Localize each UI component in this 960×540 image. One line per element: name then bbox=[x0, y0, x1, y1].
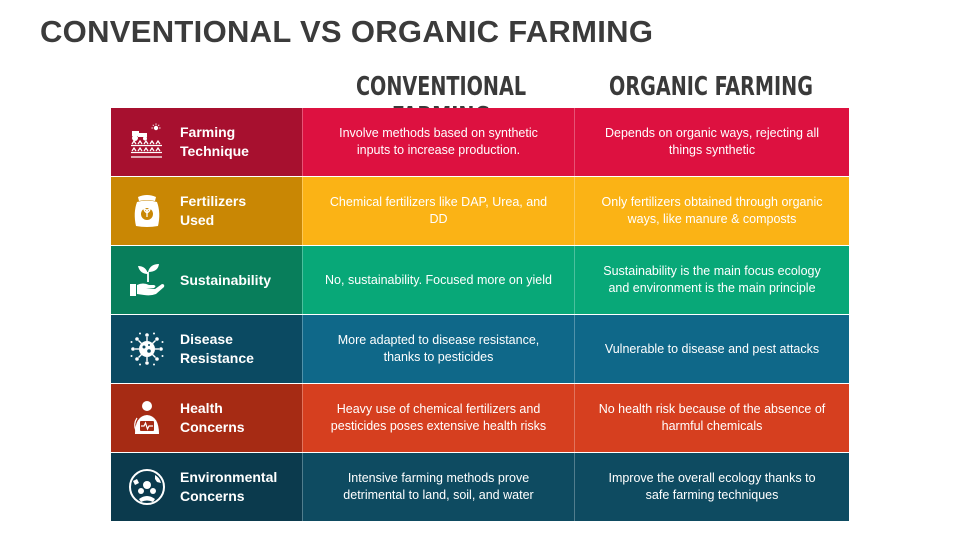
organic-cell: Depends on organic ways, rejecting all t… bbox=[574, 108, 849, 176]
conventional-cell: Involve methods based on synthetic input… bbox=[302, 108, 574, 176]
table-row: Fertilizers Used Chemical fertilizers li… bbox=[111, 177, 849, 245]
organic-cell: Sustainability is the main focus ecology… bbox=[574, 246, 849, 314]
row-label: Sustainability bbox=[180, 271, 272, 288]
organic-cell: Only fertilizers obtained through organi… bbox=[574, 177, 849, 245]
virus-icon bbox=[127, 329, 167, 369]
organic-cell: Improve the overall ecology thanks to sa… bbox=[574, 453, 849, 521]
header-conventional-farming: CONVENTIONAL FARMING bbox=[355, 72, 527, 132]
row-label: Environmental Concerns bbox=[180, 469, 278, 504]
conventional-cell: Heavy use of chemical fertilizers and pe… bbox=[302, 384, 574, 452]
conventional-cell: Chemical fertilizers like DAP, Urea, and… bbox=[302, 177, 574, 245]
hand-plant-icon bbox=[127, 260, 167, 300]
row-label: Farming Technique bbox=[180, 124, 249, 159]
globe-hands-icon bbox=[127, 467, 167, 507]
row-label: Fertilizers Used bbox=[180, 193, 247, 228]
row-label-cell: Health Concerns bbox=[111, 384, 302, 452]
table-row: Sustainability No, sustainability. Focus… bbox=[111, 246, 849, 314]
conventional-cell: Intensive farming methods prove detrimen… bbox=[302, 453, 574, 521]
row-label: Disease Resistance bbox=[180, 331, 254, 366]
organic-cell: No health risk because of the absence of… bbox=[574, 384, 849, 452]
table-row: Disease Resistance More adapted to disea… bbox=[111, 315, 849, 383]
tractor-farm-icon bbox=[127, 122, 167, 162]
header-organic-farming: ORGANIC FARMING bbox=[609, 72, 813, 102]
row-label-cell: Fertilizers Used bbox=[111, 177, 302, 245]
health-worker-icon bbox=[127, 398, 167, 438]
row-label-cell: Farming Technique bbox=[111, 108, 302, 176]
row-label: Health Concerns bbox=[180, 400, 245, 435]
fertilizer-bag-icon bbox=[127, 191, 167, 231]
table-row: Farming Technique Involve methods based … bbox=[111, 108, 849, 176]
organic-cell: Vulnerable to disease and pest attacks bbox=[574, 315, 849, 383]
page-title: CONVENTIONAL VS ORGANIC FARMING bbox=[40, 14, 654, 49]
row-label-cell: Disease Resistance bbox=[111, 315, 302, 383]
conventional-cell: More adapted to disease resistance, than… bbox=[302, 315, 574, 383]
table-row: Environmental Concerns Intensive farming… bbox=[111, 453, 849, 521]
table-row: Health Concerns Heavy use of chemical fe… bbox=[111, 384, 849, 452]
conventional-cell: No, sustainability. Focused more on yiel… bbox=[302, 246, 574, 314]
comparison-table: Farming Technique Involve methods based … bbox=[111, 108, 849, 521]
row-label-cell: Sustainability bbox=[111, 246, 302, 314]
row-label-cell: Environmental Concerns bbox=[111, 453, 302, 521]
